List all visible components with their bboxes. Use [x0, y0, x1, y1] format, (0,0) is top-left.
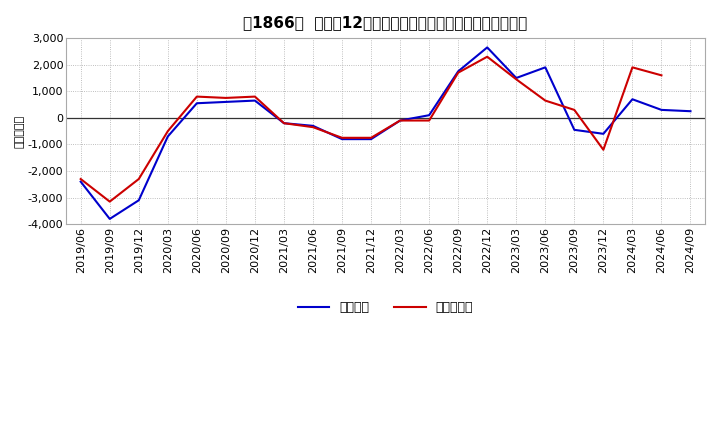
当期純利益: [105, 199, 114, 204]
当期純利益: [657, 73, 666, 78]
経常利益: [483, 45, 492, 50]
当期純利益: [222, 95, 230, 101]
経常利益: [570, 127, 579, 132]
当期純利益: [163, 128, 172, 134]
経常利益: [309, 123, 318, 128]
経常利益: [686, 109, 695, 114]
当期純利益: [454, 70, 462, 75]
経常利益: [628, 97, 636, 102]
経常利益: [251, 98, 259, 103]
経常利益: [657, 107, 666, 113]
当期純利益: [366, 135, 375, 140]
経常利益: [279, 121, 288, 126]
当期純利益: [425, 118, 433, 123]
経常利益: [76, 179, 85, 184]
経常利益: [105, 216, 114, 221]
当期純利益: [396, 118, 405, 123]
経常利益: [222, 99, 230, 105]
Line: 当期純利益: 当期純利益: [81, 57, 662, 202]
当期純利益: [512, 77, 521, 82]
当期純利益: [599, 147, 608, 152]
Line: 経常利益: 経常利益: [81, 48, 690, 219]
当期純利益: [251, 94, 259, 99]
当期純利益: [338, 135, 346, 140]
経常利益: [396, 118, 405, 123]
Title: ［1866］  利益の12か月移動合計の対前年同期増減額の推移: ［1866］ 利益の12か月移動合計の対前年同期増減額の推移: [243, 15, 528, 30]
当期純利益: [570, 107, 579, 113]
経常利益: [541, 65, 549, 70]
当期純利益: [135, 176, 143, 182]
経常利益: [135, 198, 143, 203]
経常利益: [192, 101, 201, 106]
当期純利益: [279, 121, 288, 126]
当期純利益: [483, 54, 492, 59]
Y-axis label: （百万円）: （百万円）: [15, 114, 25, 148]
経常利益: [366, 136, 375, 142]
当期純利益: [76, 176, 85, 182]
当期純利益: [541, 98, 549, 103]
当期純利益: [628, 65, 636, 70]
当期純利益: [309, 125, 318, 130]
当期純利益: [192, 94, 201, 99]
経常利益: [338, 136, 346, 142]
経常利益: [454, 69, 462, 74]
Legend: 経常利益, 当期純利益: 経常利益, 当期純利益: [298, 301, 473, 314]
経常利益: [163, 134, 172, 139]
経常利益: [599, 131, 608, 136]
経常利益: [425, 113, 433, 118]
経常利益: [512, 75, 521, 81]
